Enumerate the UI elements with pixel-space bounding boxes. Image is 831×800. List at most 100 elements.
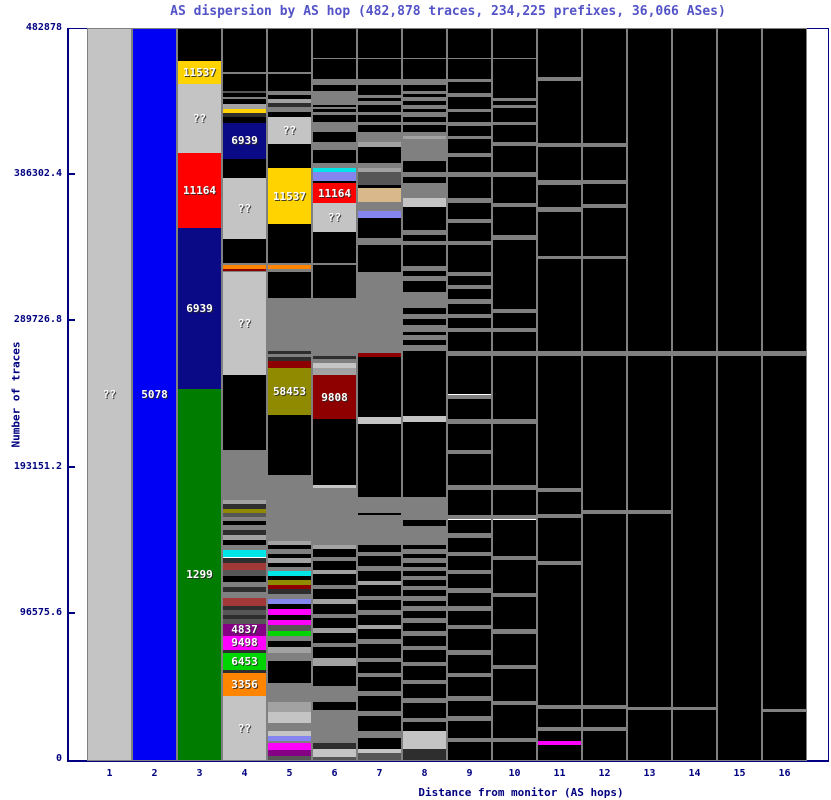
segment [538,211,581,256]
segment [268,357,311,361]
segment [358,202,401,212]
segment [448,519,491,534]
segment [268,567,311,572]
segment [268,549,311,554]
segment [403,90,446,94]
segment-as-qq: ?? [88,29,131,760]
segment [313,686,356,703]
segment [403,606,446,611]
segment [403,610,446,619]
segment [223,512,266,517]
segment [403,549,446,554]
segment [538,705,581,709]
segment [268,580,311,585]
segment [583,208,626,256]
segment [268,73,311,91]
segment [358,585,401,596]
segment [628,706,671,711]
segment [358,496,401,513]
segment [403,416,446,423]
segment [223,610,266,615]
segment [358,29,401,58]
segment [268,735,311,741]
segment [313,168,356,173]
segment [268,575,311,581]
segment [268,545,311,550]
segment [493,57,536,60]
segment [583,259,626,351]
y-tick-0: 0 [55,753,62,764]
segment [448,276,491,285]
segment [448,82,491,94]
segment [358,629,401,640]
segment [268,625,311,631]
segment [223,618,266,624]
segment [403,57,446,60]
segment [313,111,356,115]
x-tick-15: 15 [733,768,746,779]
segment [313,632,356,644]
segment [538,730,581,741]
segment [583,708,626,728]
segment [358,696,401,711]
segment [403,84,446,91]
segment-label: ?? [282,123,297,137]
segment [448,93,491,97]
segment-as-11537: 11537 [178,61,221,84]
segment [403,112,446,117]
segment [403,635,446,646]
segment-as-3356: 3356 [223,673,266,697]
segment [358,515,401,545]
segment [493,489,536,516]
segment [358,188,401,203]
segment [268,750,311,756]
segment [313,106,356,109]
segment [448,419,491,424]
segment [268,661,311,684]
segment [448,121,491,127]
segment [403,730,446,750]
segment [223,73,266,91]
segment [358,570,401,581]
segment [628,355,671,510]
segment [313,569,356,575]
segment [493,515,536,520]
segment [448,135,491,140]
segment [313,78,356,85]
segment [448,112,491,122]
segment [448,78,491,83]
segment [583,183,626,205]
x-tick-7: 7 [376,768,383,779]
segment [358,141,401,148]
hop-13-bar [627,28,672,761]
segment [448,318,491,328]
segment-as-5078: 5078 [133,29,176,760]
segment [583,143,626,147]
segment [268,723,311,731]
segment [358,111,401,115]
segment [403,702,446,718]
segment [493,97,536,102]
segment [313,613,356,619]
segment [358,271,401,353]
segment [448,202,491,220]
segment [448,398,491,420]
segment [493,664,536,670]
segment [493,742,536,760]
segment [538,708,581,728]
segment-label: 58453 [272,384,307,398]
segment [223,586,266,592]
segment [403,334,446,340]
segment [493,202,536,208]
segment [268,730,311,736]
segment [538,77,581,81]
segment [358,121,401,125]
segment [718,350,761,356]
segment [358,610,401,615]
segment [448,742,491,760]
segment [538,727,581,731]
segment [358,738,401,750]
chart-title: AS dispersion by AS hop (482,878 traces,… [170,4,726,19]
segment [448,673,491,678]
segment [223,508,266,513]
